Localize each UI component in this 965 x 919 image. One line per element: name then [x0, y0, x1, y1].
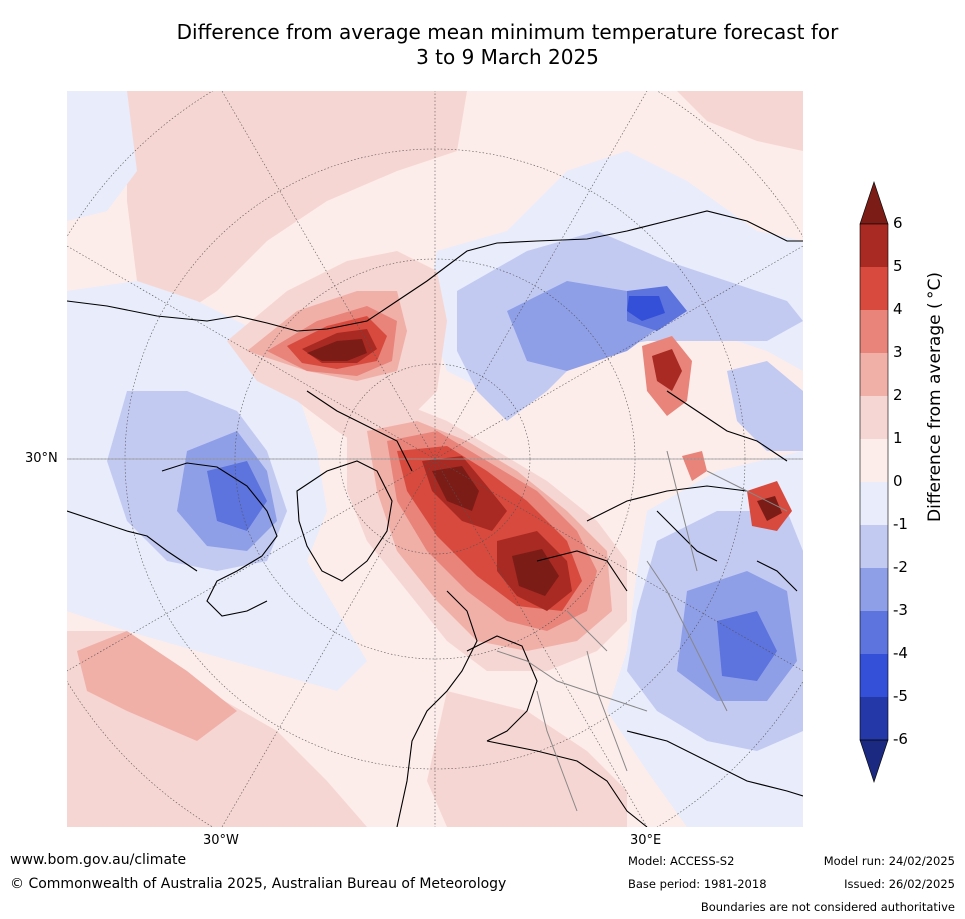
colorbar-extend-top — [859, 181, 889, 225]
lat-label-30n: 30°N — [25, 451, 58, 466]
lon-label-30w: 30°W — [203, 833, 239, 848]
colorbar-tick-label: 6 — [893, 214, 903, 232]
colorbar-tick-label: -4 — [893, 644, 908, 662]
coastlines — [67, 210, 803, 827]
colorbar-tick-label: 1 — [893, 429, 903, 447]
anomaly-region — [677, 91, 803, 151]
base-period-text: Base period: 1981-2018 — [628, 877, 767, 891]
colorbar-bin — [860, 611, 888, 654]
anomaly-region — [207, 461, 267, 531]
anomaly-region — [307, 339, 367, 361]
colorbar-bin — [860, 697, 888, 740]
colorbar-bin — [860, 482, 888, 525]
lon-label-30e: 30°E — [630, 833, 662, 848]
colorbar-bin — [860, 568, 888, 611]
colorbar-tick-label: 3 — [893, 343, 903, 361]
colorbar-tick-label: 2 — [893, 386, 903, 404]
anomaly-region — [512, 549, 559, 596]
website-link[interactable]: www.bom.gov.au/climate — [10, 852, 187, 868]
disclaimer-text: Boundaries are not considered authoritat… — [700, 900, 955, 914]
model-text: Model: ACCESS-S2 — [628, 854, 735, 868]
colorbar-tick-label: 0 — [893, 472, 903, 490]
title-line-1: Difference from average mean minimum tem… — [176, 20, 839, 44]
colorbar-title: Difference from average ( °C) — [925, 271, 945, 522]
anomaly-region — [757, 496, 782, 521]
copyright-text: © Commonwealth of Australia 2025, Austra… — [10, 876, 507, 892]
anomaly-region — [627, 296, 665, 321]
issued-text: Issued: 26/02/2025 — [844, 877, 955, 891]
colorbar-frame — [859, 223, 889, 741]
anomaly-region — [717, 611, 777, 681]
colorbar-bin — [860, 525, 888, 568]
colorbar-tick-label: -1 — [893, 515, 908, 533]
forecast-map — [67, 91, 803, 827]
colorbar — [859, 181, 889, 783]
colorbar-tick-label: -6 — [893, 730, 908, 748]
colorbar-bin — [860, 224, 888, 267]
colorbar-bin — [860, 353, 888, 396]
country-borders — [496, 450, 788, 812]
colorbar-tick-label: -2 — [893, 558, 908, 576]
anomaly-region — [652, 349, 682, 391]
model-run-text: Model run: 24/02/2025 — [823, 854, 955, 868]
anomaly-region — [77, 631, 237, 741]
chart-title: Difference from average mean minimum tem… — [60, 20, 955, 70]
anomaly-region — [127, 91, 467, 311]
colorbar-bin — [860, 310, 888, 353]
title-line-2: 3 to 9 March 2025 — [416, 45, 599, 69]
anomaly-region — [727, 361, 803, 451]
colorbar-tick-label: 4 — [893, 300, 903, 318]
colorbar-tick-label: -5 — [893, 687, 908, 705]
colorbar-bin — [860, 267, 888, 310]
colorbar-tick-label: -3 — [893, 601, 908, 619]
colorbar-bin — [860, 654, 888, 697]
anomaly-region — [432, 466, 479, 511]
colorbar-extend-bottom — [859, 739, 889, 783]
anomaly-region — [427, 691, 627, 827]
colorbar-bin — [860, 439, 888, 482]
colorbar-tick-label: 5 — [893, 257, 903, 275]
anomaly-region — [682, 451, 707, 481]
colorbar-bin — [860, 396, 888, 439]
anomaly-region — [67, 91, 137, 221]
